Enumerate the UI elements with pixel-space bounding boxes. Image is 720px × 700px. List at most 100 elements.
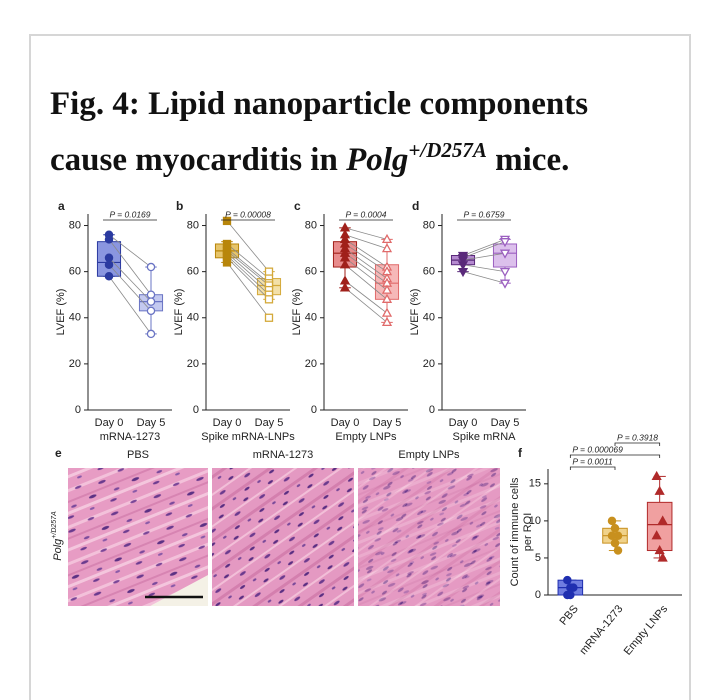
column-title: Empty LNPs [398,449,460,461]
column-title: mRNA-1273 [253,449,314,461]
histology-overlay [358,468,500,606]
data-point [381,243,393,253]
pair-line [344,252,388,284]
y-tick-label: 80 [69,219,81,231]
x-tick-label: Day 5 [373,417,402,429]
data-point [339,259,351,269]
panel-label: b [176,199,183,213]
title-line: Fig. 4: Lipid nanoparticle components [50,86,588,122]
pair-line [108,276,152,335]
y-tick-label: 40 [69,312,81,324]
y-tick-label: 20 [187,358,199,370]
x-axis-label: Spike mRNA-LNPs [201,431,295,443]
pair-line [108,234,152,268]
pair-line [344,227,388,240]
data-point [457,256,469,266]
y-tick-label: 80 [423,219,435,231]
data-point [610,538,620,548]
data-point [381,307,393,317]
data-point [613,546,623,555]
title-text: Fig. 4: Lipid nanoparticle components [50,86,588,122]
data-point [499,238,511,248]
data-point [264,313,274,322]
column-title: PBS [127,449,149,461]
y-tick-label: 60 [305,266,317,278]
y-tick-label: 40 [305,312,317,324]
pair-line [344,248,388,279]
y-axis-label: per ROI [522,513,534,552]
title-text: mice. [487,142,569,178]
pair-line [462,252,506,261]
data-point [457,261,469,271]
data-point [146,329,156,339]
data-point [146,306,156,316]
y-tick-label: 20 [305,358,317,370]
x-tick-label: Day 5 [491,417,520,429]
y-tick-label: 20 [423,358,435,370]
title-text: cause myocarditis in [50,142,346,178]
data-point [607,516,617,526]
data-point [651,530,662,540]
y-tick-label: 0 [75,404,81,416]
pair-line [226,250,270,286]
y-axis-label: Count of immune cells [509,477,521,586]
data-point [654,485,665,495]
y-tick-label: 80 [305,219,317,231]
y-axis-label: LVEF (%) [55,289,67,336]
pair-line [344,234,388,249]
x-tick-label: Day 5 [255,417,284,429]
histology-image [212,468,354,606]
data-point [381,316,393,327]
data-point [381,233,393,244]
pair-line [226,252,270,291]
data-point [607,531,617,540]
data-point [104,253,114,263]
title-line: cause myocarditis in Polg+/D257A mice. [50,138,569,178]
p-value: P = 0.3918 [617,432,658,442]
x-axis-label: Spike mRNA [453,431,517,443]
data-point [569,583,578,592]
y-tick-label: 60 [187,266,199,278]
y-tick-label: 15 [529,478,541,490]
data-point [146,290,156,299]
p-value: P = 0.000069 [572,444,623,454]
pair-line [462,241,506,259]
y-tick-label: 0 [311,404,317,416]
panel-label: d [412,199,419,213]
pair-line [462,238,506,256]
row-label: Polg+/D257A [51,511,64,561]
x-tick-label: Day 0 [331,417,360,429]
data-point [651,470,662,481]
pair-line [344,239,388,268]
data-point [104,260,114,269]
p-value: P = 0.6759 [463,209,504,219]
x-tick-label: Day 0 [213,417,242,429]
pair-line [108,264,152,312]
pair-line [344,280,388,314]
pair-line [462,264,506,273]
data-point [657,552,668,562]
data-point [381,284,393,294]
y-axis-label: LVEF (%) [409,289,421,336]
pair-line [226,243,270,279]
y-tick-label: 0 [535,589,541,601]
data-point [146,297,156,306]
x-tick-label: Day 0 [95,417,124,429]
pair-line [344,287,388,323]
title-italic: Polg [345,142,408,178]
data-point [339,282,351,292]
box [646,501,673,552]
data-point [610,524,620,533]
title-superscript: +/D257A [408,138,486,162]
y-axis-label: LVEF (%) [173,289,185,336]
pair-line [344,243,388,272]
x-axis-label: mRNA-1273 [100,431,161,443]
pair-line [226,255,270,295]
y-tick-label: 0 [429,404,435,416]
data-point [457,267,469,278]
data-point [499,267,511,278]
p-value: P = 0.0011 [572,456,613,466]
panel-label: e [55,446,62,460]
pair-line [226,257,270,300]
x-tick-label: Day 5 [137,417,166,429]
